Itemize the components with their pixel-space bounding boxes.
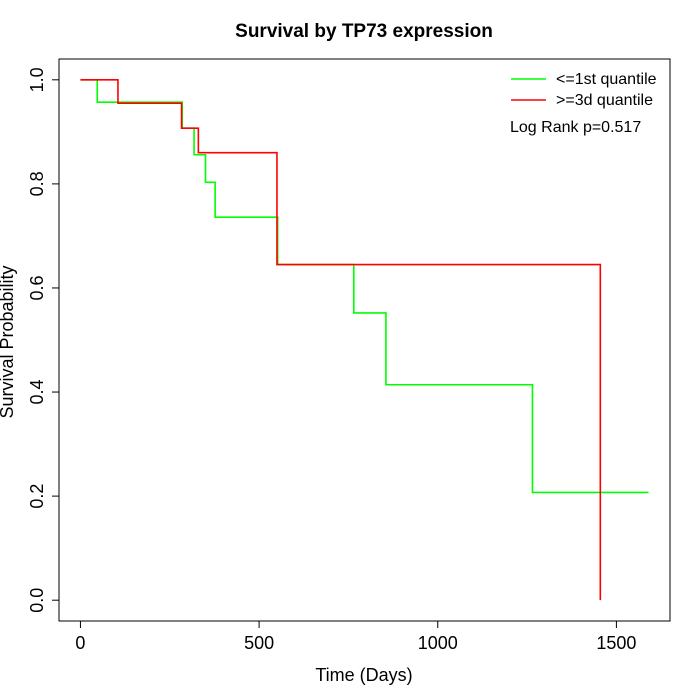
legend-label-low: <=1st quantile	[556, 71, 657, 88]
series-layer	[80, 79, 649, 601]
x-tick-label: 500	[244, 633, 274, 653]
x-axis: 0 500 1000 1500	[75, 620, 636, 653]
y-tick-label: 0.8	[27, 171, 47, 196]
x-axis-label: Time (Days)	[315, 665, 412, 685]
y-tick-label: 0.6	[27, 275, 47, 300]
x-tick-label: 1500	[596, 633, 636, 653]
y-tick-label: 0.2	[27, 484, 47, 509]
series-line-high	[80, 79, 602, 601]
x-tick-label: 1000	[418, 633, 458, 653]
x-tick-label: 0	[75, 633, 85, 653]
legend-label-high: >=3d quantile	[556, 92, 653, 109]
y-tick-label: 0.0	[27, 588, 47, 613]
y-tick-label: 0.4	[27, 380, 47, 405]
log-rank-annotation: Log Rank p=0.517	[510, 119, 641, 136]
chart-title: Survival by TP73 expression	[235, 21, 493, 42]
y-axis: 0.0 0.2 0.4 0.6 0.8 1.0	[27, 67, 60, 613]
legend: <=1st quantile >=3d quantile	[511, 71, 657, 109]
y-tick-label: 1.0	[27, 67, 47, 92]
y-axis-label: Survival Probability	[0, 265, 17, 418]
